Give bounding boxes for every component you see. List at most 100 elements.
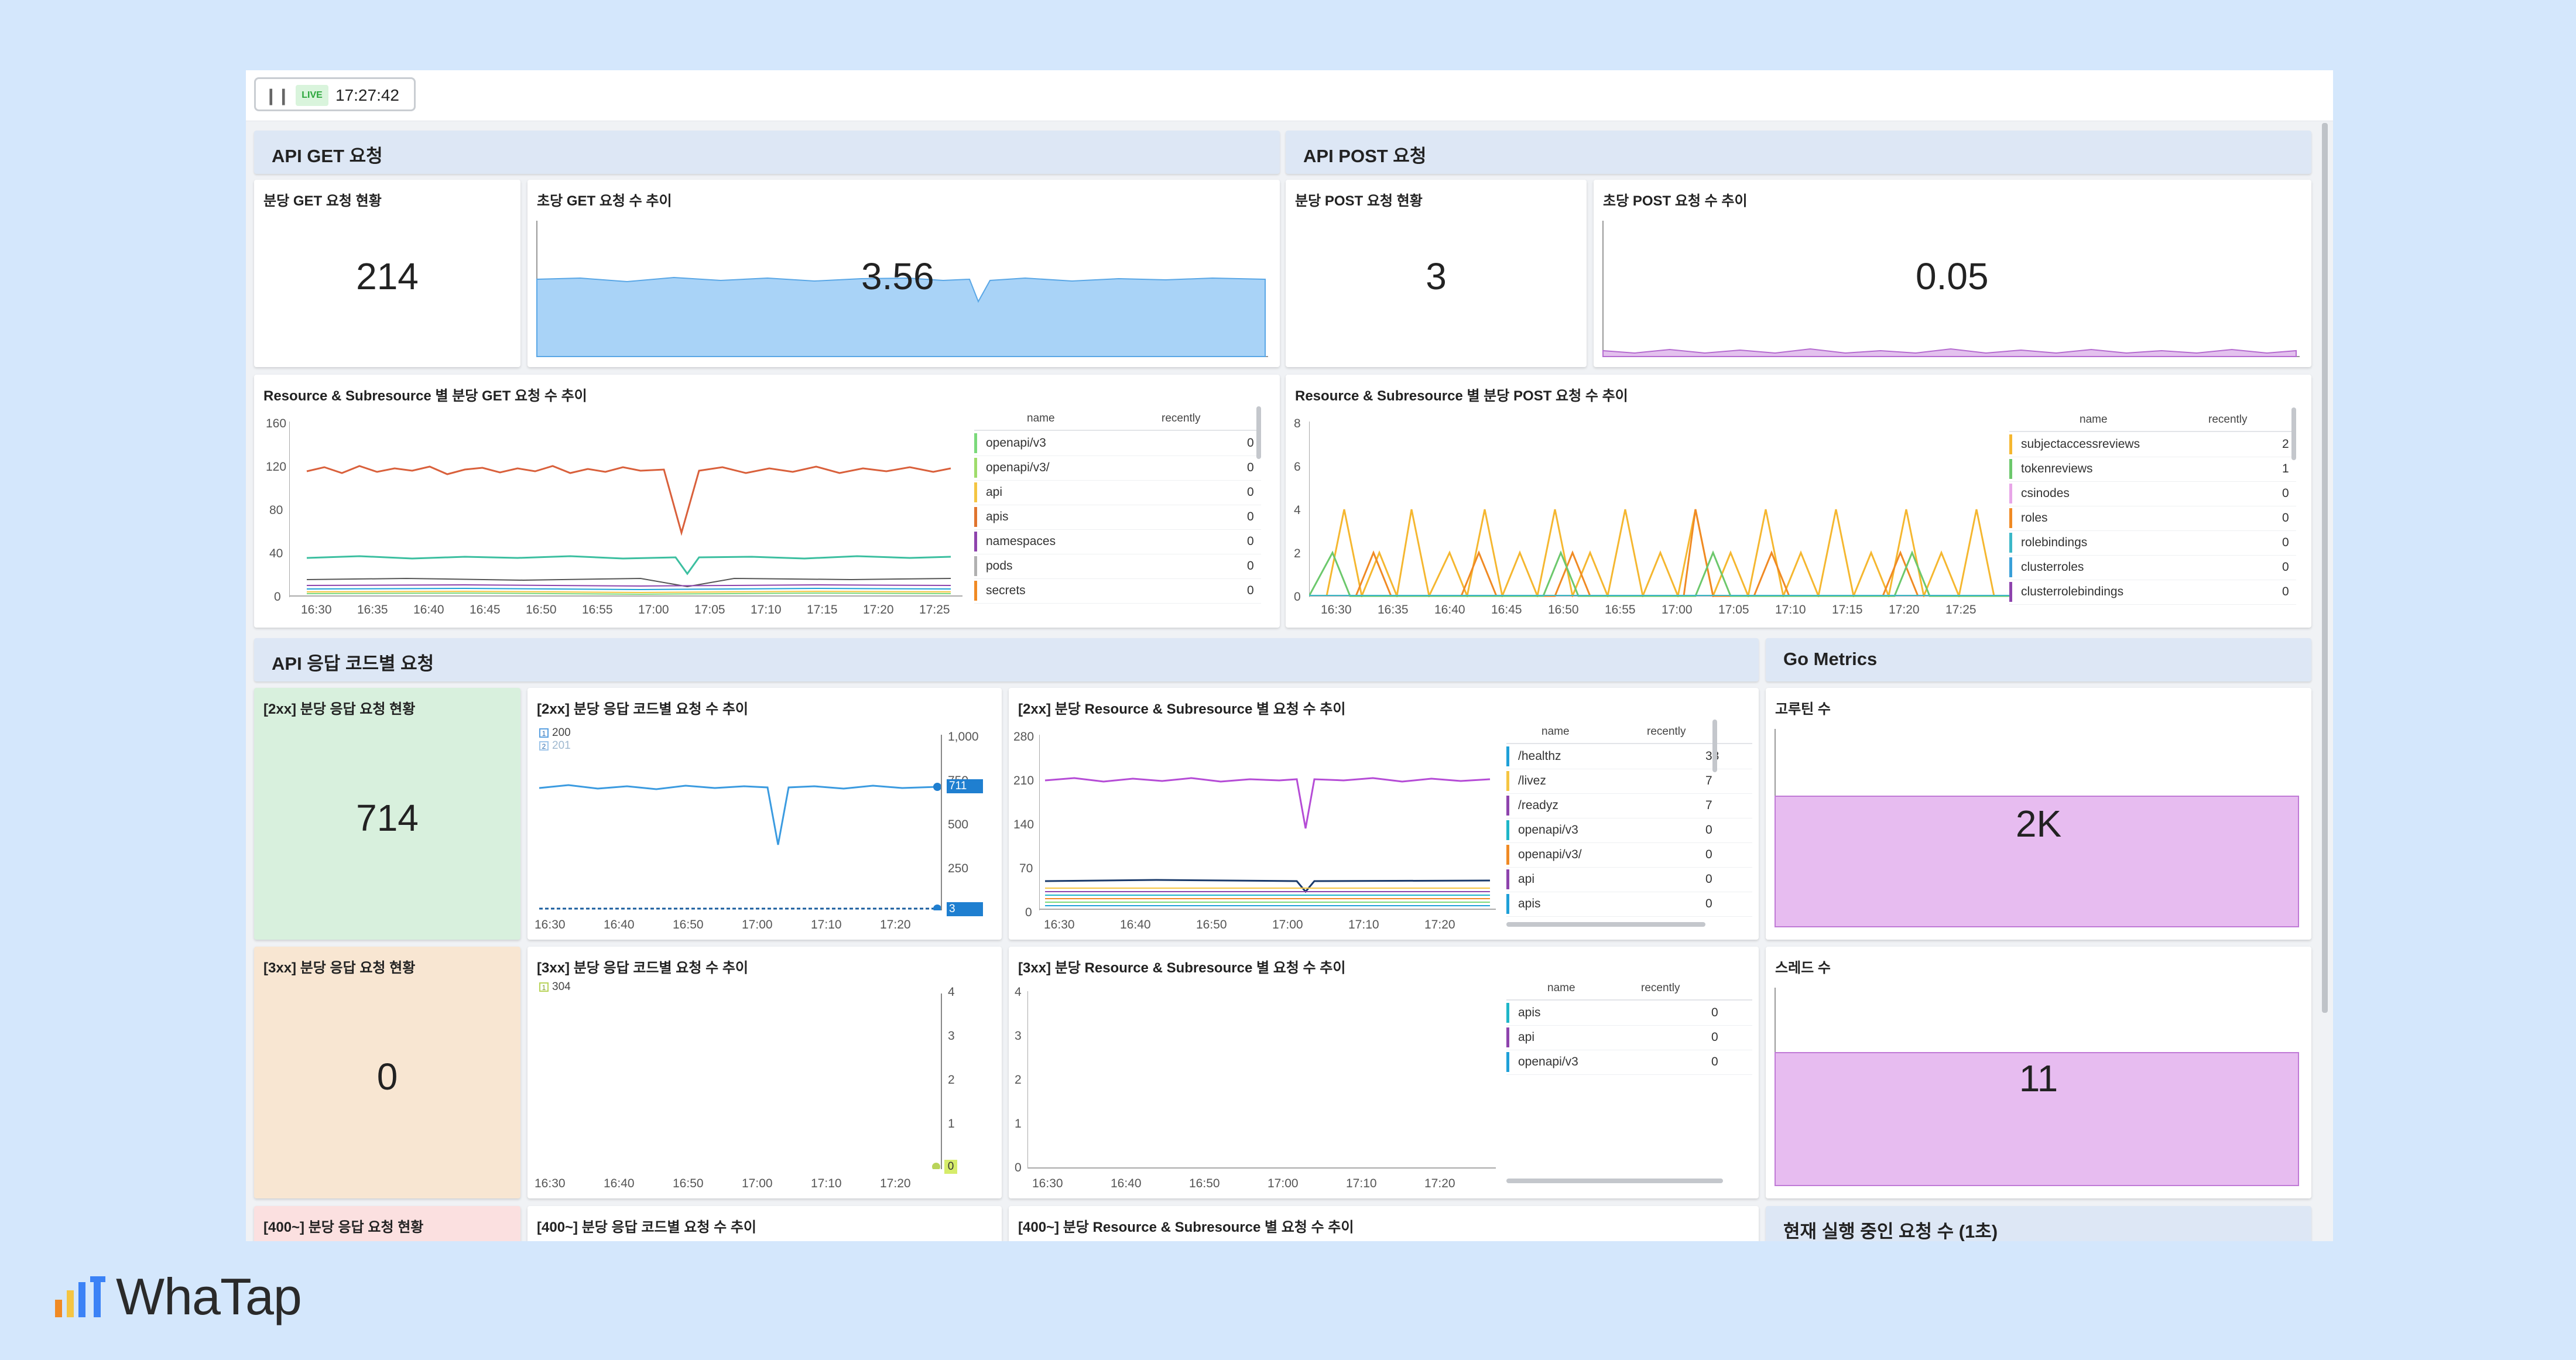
col-name[interactable]: name (1027, 412, 1055, 424)
col-recently[interactable]: recently (2208, 413, 2248, 426)
x-tick-label: 16:45 (1491, 603, 1522, 616)
post-legend-table[interactable]: name recently subjectaccessreviews 2 toke… (2009, 407, 2296, 618)
legend-row[interactable]: clusterroles 0 (2009, 555, 2296, 580)
y-tick-label: 2 (948, 1073, 955, 1087)
r400-trend-panel: [400~] 분당 응답 코드별 요청 수 추이 (527, 1206, 1002, 1241)
legend-item[interactable]: 1 200 (539, 727, 571, 739)
legend-row[interactable]: openapi/v3 0 (974, 431, 1261, 456)
legend-row[interactable]: openapi/v3/0 (974, 455, 1261, 481)
legend-row[interactable]: openapi/v3/0 (1506, 842, 1752, 868)
legend-row[interactable]: secrets 0 (974, 578, 1261, 604)
y-tick-label: 1,000 (948, 730, 979, 744)
y-tick-label: 160 (266, 417, 287, 430)
x-tick-label: 17:15 (807, 603, 838, 616)
series-legend[interactable]: 1 200 2 201 (539, 727, 571, 752)
series-name: /healthz (1518, 749, 1561, 763)
r2xx-resource-panel: [2xx] 분당 Resource & Subresource 별 요청 수 추… (1009, 688, 1759, 940)
r2xx-trend-panel: [2xx] 분당 응답 코드별 요청 수 추이 1 200 2 201 1,000 … (527, 688, 1002, 940)
legend-row[interactable]: tokenreviews 1 (2009, 457, 2296, 482)
legend-row[interactable]: /readyz 7 (1506, 793, 1752, 818)
post-resource-chart (1309, 422, 2012, 597)
panel-title: [400~] 분당 응답 코드별 요청 수 추이 (537, 1219, 757, 1235)
col-recently[interactable]: recently (1162, 412, 1201, 424)
page-scrollbar[interactable] (2322, 123, 2328, 1013)
legend-row[interactable]: roles 0 (2009, 506, 2296, 531)
series-color (974, 458, 977, 478)
legend-hscrollbar[interactable] (1506, 922, 1705, 927)
r3xx-resource-chart (1027, 991, 1496, 1169)
panel-title: 초당 GET 요청 수 추이 (537, 193, 672, 209)
y-tick-label: 40 (269, 547, 283, 560)
legend-item[interactable]: 1 304 (539, 981, 571, 994)
legend-row[interactable]: api 0 (1506, 1025, 1752, 1050)
x-tick-label: 17:00 (638, 603, 669, 616)
x-tick-label: 17:25 (919, 603, 950, 616)
legend-row[interactable]: /livez 7 (1506, 769, 1752, 794)
y-tick-label: 0 (274, 590, 281, 604)
x-tick-label: 17:20 (880, 918, 911, 931)
x-tick-label: 16:50 (673, 1177, 704, 1190)
legend-row[interactable]: apis 0 (1506, 892, 1752, 917)
legend-swatch: 1 (539, 728, 549, 738)
y-tick-label: 80 (269, 503, 283, 517)
live-control[interactable]: ❙❙ LIVE 17:27:42 (254, 77, 416, 111)
r3xx-legend-table[interactable]: name recently apis 0 api 0 openapi/v3 0 (1506, 976, 1752, 1187)
x-tick-label: 17:10 (751, 603, 782, 616)
col-name[interactable]: name (1547, 982, 1575, 994)
value-marker: 0 (944, 1160, 957, 1174)
y-tick-label: 4 (1294, 503, 1301, 517)
x-tick-label: 17:20 (880, 1177, 911, 1190)
series-name: api (1518, 1030, 1535, 1044)
legend-row[interactable]: rolebindings 0 (2009, 530, 2296, 556)
y-tick-label: 280 (1013, 730, 1034, 744)
series-color (1506, 869, 1509, 889)
col-name[interactable]: name (2080, 413, 2108, 426)
get-legend-table[interactable]: name recently openapi/v3 0 openapi/v3/0 a… (974, 406, 1261, 617)
legend-row[interactable]: namespaces 0 (974, 529, 1261, 554)
series-color (974, 581, 977, 601)
live-badge: LIVE (296, 85, 328, 106)
legend-item[interactable]: 2 201 (539, 739, 571, 752)
col-name[interactable]: name (1542, 725, 1570, 738)
series-value: 0 (1247, 510, 1254, 523)
series-value: 7 (1705, 799, 1712, 812)
x-tick-label: 17:10 (1348, 918, 1379, 931)
legend-scrollbar[interactable] (2291, 407, 2296, 460)
col-recently[interactable]: recently (1641, 982, 1680, 994)
panel-title: [2xx] 분당 Resource & Subresource 별 요청 수 추… (1018, 701, 1346, 717)
x-tick-label: 17:00 (1268, 1177, 1299, 1190)
legend-row[interactable]: openapi/v3 0 (1506, 818, 1752, 843)
legend-row[interactable]: apis 0 (1506, 1001, 1752, 1026)
goroutine-panel: 고루틴 수 2K (1766, 688, 2311, 940)
legend-scrollbar[interactable] (1712, 720, 1717, 772)
col-recently[interactable]: recently (1647, 725, 1686, 738)
series-value: 0 (1711, 1006, 1718, 1019)
get-count-panel: 분당 GET 요청 현황 214 (254, 180, 520, 367)
y-tick-label: 0 (1294, 590, 1301, 604)
series-line (306, 587, 951, 591)
legend-row[interactable]: csinodes 0 (2009, 481, 2296, 506)
legend-row[interactable]: api 0 (974, 480, 1261, 505)
r2xx-trend-chart (539, 735, 942, 910)
legend-hscrollbar[interactable] (1506, 1179, 1723, 1183)
legend-row[interactable]: subjectaccessreviews 2 (2009, 432, 2296, 457)
legend-row[interactable]: clusterrolebindings 0 (2009, 580, 2296, 605)
series-value: 0 (1705, 848, 1712, 861)
y-tick-label: 4 (948, 985, 955, 999)
legend-row[interactable]: openapi/v3 0 (1506, 1050, 1752, 1075)
series-line (306, 465, 951, 536)
pause-icon[interactable]: ❙❙ (264, 87, 290, 105)
legend-scrollbar[interactable] (1256, 406, 1261, 459)
legend-row[interactable]: apis 0 (974, 505, 1261, 530)
legend-row[interactable]: api 0 (1506, 867, 1752, 892)
panel-title: [3xx] 분당 응답 코드별 요청 수 추이 (537, 960, 748, 976)
goroutine-chart (1775, 729, 2299, 927)
x-tick-label: 16:35 (1378, 603, 1409, 616)
series-color (974, 433, 977, 453)
get-count-value: 214 (356, 255, 419, 297)
legend-row[interactable]: pods 0 (974, 554, 1261, 579)
series-name: api (1518, 872, 1535, 886)
series-name: secrets (986, 584, 1026, 597)
series-legend[interactable]: 1 304 (539, 981, 571, 994)
